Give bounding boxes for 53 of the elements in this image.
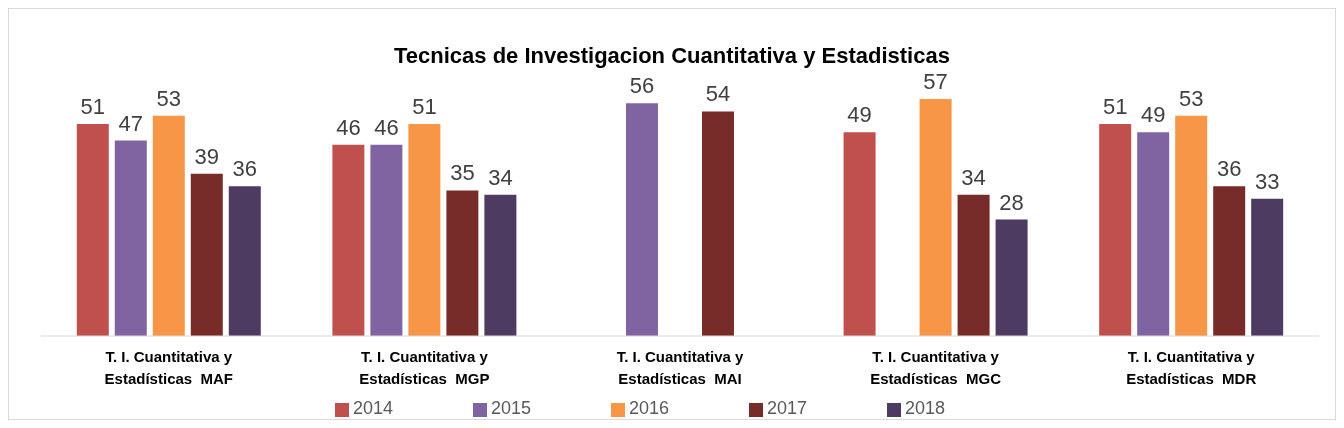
data-label: 54 [705, 81, 731, 107]
bar [446, 190, 479, 336]
bar [370, 144, 403, 336]
data-label: 46 [374, 114, 399, 140]
bar [701, 111, 734, 336]
data-label: 33 [1254, 168, 1280, 194]
data-label: 57 [923, 69, 948, 94]
bar [114, 140, 147, 336]
bar [843, 132, 876, 336]
bar [190, 173, 223, 336]
data-label: 51 [412, 93, 437, 119]
bar [1137, 132, 1170, 336]
bar [228, 186, 261, 336]
bar [625, 103, 658, 336]
bar [995, 219, 1028, 336]
bar [152, 115, 185, 336]
bar [1213, 186, 1246, 336]
data-label: 51 [80, 93, 106, 119]
data-label: 56 [629, 73, 655, 99]
legend-label: 2018 [905, 398, 946, 418]
legend-label: 2014 [352, 398, 393, 418]
legend-label: 2016 [628, 398, 670, 418]
data-label: 47 [118, 110, 144, 136]
legend-label: 2015 [490, 398, 531, 418]
x-tick-label: T. I. Cuantitativa y Estadísticas MAF [104, 348, 233, 387]
data-label: 35 [450, 160, 475, 186]
bar [1099, 123, 1132, 336]
bar [1251, 198, 1284, 336]
data-label: 39 [194, 143, 220, 169]
data-label: 46 [336, 114, 361, 140]
bar [408, 123, 441, 336]
data-label: 49 [847, 102, 872, 128]
x-tick-label: T. I. Cuantitativa y Estadísticas MDR [1126, 348, 1257, 387]
x-tick-label: T. I. Cuantitativa y Estadísticas MGC [870, 348, 1002, 387]
data-label: 34 [961, 164, 986, 190]
chart-title: Tecnicas de Investigacion Cuantitativa y Estadisticas [393, 43, 951, 69]
data-label: 28 [999, 189, 1024, 215]
legend-label: 2017 [767, 398, 808, 418]
bar [919, 99, 952, 336]
bar [1175, 115, 1208, 336]
data-label: 36 [1216, 156, 1242, 182]
data-label: 53 [1178, 85, 1204, 111]
bar [957, 194, 990, 336]
bar [484, 194, 517, 336]
data-label: 36 [232, 156, 258, 182]
bar [76, 123, 109, 336]
bar [332, 144, 365, 336]
data-label: 34 [488, 164, 513, 190]
data-label: 51 [1102, 93, 1128, 119]
data-label: 49 [1140, 102, 1166, 128]
x-tick-label: T. I. Cuantitativa y Estadísticas MAI [616, 348, 744, 387]
x-tick-label: T. I. Cuantitativa y Estadísticas MGP [359, 348, 490, 387]
data-label: 53 [156, 85, 182, 111]
